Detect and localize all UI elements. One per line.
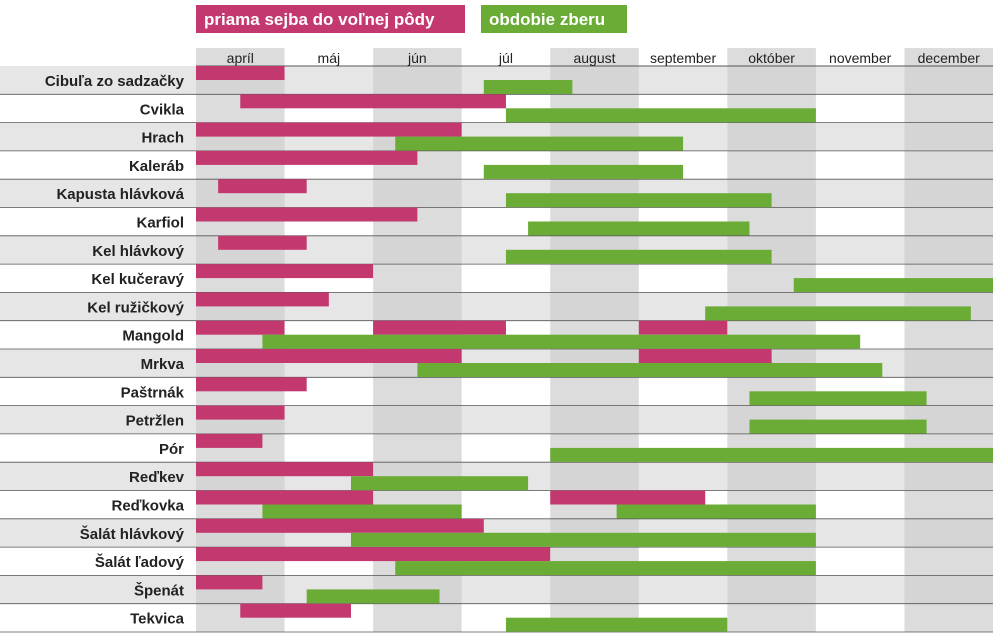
harvest-bar [417, 363, 883, 377]
sowing-bar [196, 575, 263, 590]
crop-label: Reďkev [129, 469, 185, 486]
sowing-bar [240, 603, 351, 618]
crop-label: Cibuľa zo sadzačky [45, 73, 185, 90]
harvest-bar [262, 334, 861, 349]
sowing-bar [196, 490, 374, 505]
harvest-bar [505, 193, 772, 208]
harvest-bar [483, 80, 573, 94]
harvest-bar [395, 136, 684, 151]
month-label: november [829, 50, 892, 66]
chart-legend: priama sejba do voľnej pôdy obdobie zber… [196, 5, 627, 33]
sowing-bar [196, 518, 484, 533]
sowing-bar [218, 179, 307, 194]
month-label: august [573, 50, 615, 66]
sowing-bar [196, 377, 307, 392]
sowing-bar [196, 547, 551, 562]
sowing-bar [373, 320, 506, 335]
month-label: september [650, 50, 716, 66]
chart-labels: apríl máj jún júl august september október nove… [45, 50, 980, 628]
crop-label: Kel hlávkový [92, 243, 184, 260]
sowing-bar [196, 264, 374, 279]
harvest-bar [395, 561, 816, 576]
crop-label: Reďkovka [112, 498, 185, 515]
harvest-bar [528, 221, 750, 236]
legend-sowing-label: priama sejba do voľnej pôdy [204, 10, 435, 29]
month-label: apríl [227, 50, 254, 66]
sowing-bar [196, 122, 462, 137]
month-label: máj [318, 50, 341, 66]
harvest-bar [350, 476, 529, 491]
sowing-bar [196, 292, 329, 307]
sowing-bar [638, 349, 772, 363]
sowing-bar [196, 405, 285, 420]
crop-label: Pór [159, 441, 184, 458]
crop-label: Cvikla [140, 101, 185, 118]
legend-sowing-swatch [196, 5, 465, 33]
sowing-bar [196, 349, 462, 363]
crop-label: Mrkva [141, 356, 185, 373]
crop-label: Kel kučeravý [91, 271, 184, 288]
row-band [0, 235, 993, 265]
month-label: júl [498, 50, 513, 66]
row-band [0, 575, 993, 604]
crop-label: Špenát [134, 581, 184, 599]
crop-label: Kaleráb [129, 158, 184, 175]
crop-label: Kapusta hlávková [56, 186, 184, 203]
crop-label: Šalát ľadový [95, 553, 185, 571]
sowing-bar [638, 320, 728, 335]
harvest-bar [705, 306, 971, 321]
sowing-bar [550, 490, 706, 505]
harvest-bar [505, 108, 816, 123]
month-label: október [748, 50, 795, 66]
crop-label: Karfiol [136, 215, 184, 232]
crop-label: Kel ružičkový [87, 299, 184, 316]
harvest-bar [550, 447, 993, 462]
sowing-bar [196, 320, 285, 335]
row-band [0, 179, 993, 208]
crop-label: Petržlen [126, 413, 184, 430]
harvest-bar [483, 164, 684, 179]
sowing-bar [196, 150, 418, 165]
harvest-bar [616, 504, 816, 519]
harvest-bar [262, 504, 462, 519]
sowing-bar [218, 235, 307, 250]
crop-label: Hrach [141, 130, 184, 147]
sowing-bar [196, 462, 374, 477]
harvest-bar [793, 278, 993, 293]
harvest-bar [505, 249, 772, 264]
chart-grid [0, 65, 993, 633]
sowing-bar [196, 207, 418, 222]
harvest-bar [350, 532, 816, 547]
harvest-bar [505, 617, 728, 632]
sowing-bar [196, 66, 285, 80]
sowing-bar [240, 94, 506, 109]
legend-harvest-label: obdobie zberu [489, 10, 605, 29]
crop-label: Paštrnák [121, 384, 185, 401]
sowing-bar [196, 433, 263, 448]
month-label: december [918, 50, 981, 66]
legend-harvest-swatch [481, 5, 627, 33]
crop-label: Šalát hlávkový [80, 525, 185, 543]
harvest-bar [306, 589, 440, 604]
month-label: jún [407, 50, 427, 66]
crop-label: Tekvica [130, 611, 185, 628]
harvest-bar [749, 391, 927, 406]
crop-label: Mangold [122, 328, 184, 345]
chart-bars [196, 66, 993, 632]
harvest-bar [749, 419, 927, 434]
month-column-band [904, 48, 993, 632]
